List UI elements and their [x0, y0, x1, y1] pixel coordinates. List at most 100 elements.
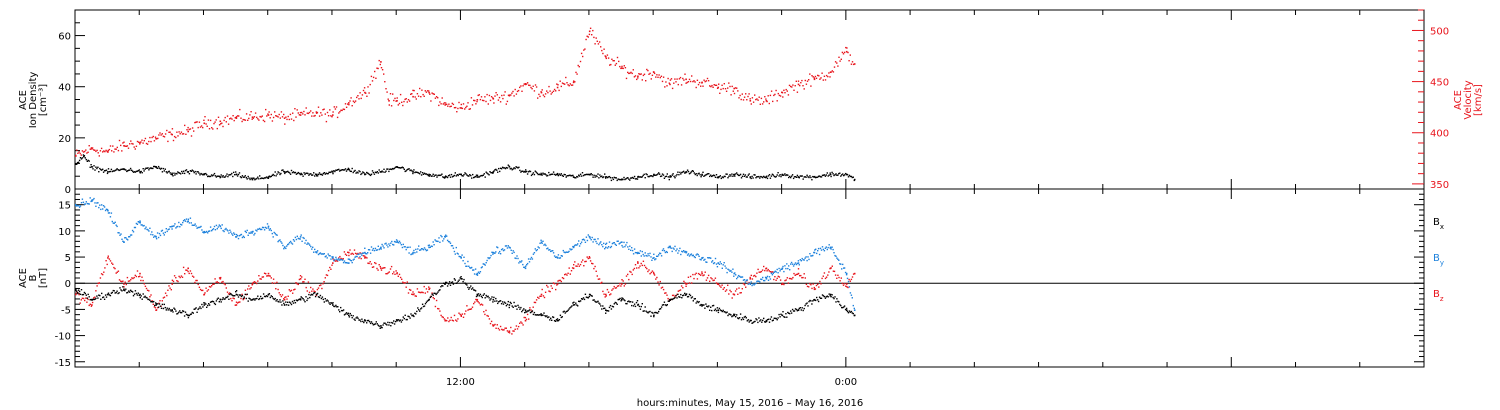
density-series-point — [793, 176, 796, 178]
bz-series-point — [592, 263, 594, 265]
density-series-point — [330, 171, 332, 173]
bz-series-point — [788, 277, 791, 280]
x-axis-title: hours:minutes, May 15, 2016 – May 16, 20… — [637, 398, 863, 409]
bz-series-point — [143, 283, 145, 285]
density-series-point — [243, 176, 245, 178]
bz-series-point — [275, 288, 277, 290]
velocity-series-point — [360, 97, 362, 100]
velocity-series-value-mark — [845, 50, 848, 53]
bx-series-point — [119, 287, 121, 289]
velocity-series-point — [839, 60, 841, 62]
bx-series-point — [561, 316, 563, 318]
by-series-point — [759, 281, 761, 283]
velocity-series-point — [403, 100, 405, 103]
velocity-series-point — [230, 117, 232, 119]
bz-series-point — [175, 277, 177, 279]
density-series-point — [506, 167, 509, 169]
by-series-point — [258, 228, 260, 230]
by-series-point — [817, 247, 820, 250]
density-series-point — [790, 176, 792, 179]
by-series-value-mark — [348, 262, 350, 264]
by-series-point — [524, 266, 526, 268]
bz-series-point — [109, 260, 112, 262]
bx-series-point — [443, 282, 445, 284]
bz-series-point — [834, 274, 837, 276]
bx-series-point — [520, 306, 522, 309]
bz-series-point — [79, 302, 81, 304]
velocity-series-point — [375, 77, 377, 79]
density-series-point — [140, 170, 142, 173]
bz-series-point — [118, 279, 121, 281]
by-series-value-mark — [845, 272, 848, 275]
velocity-series-point — [369, 83, 371, 86]
bx-series-point — [131, 291, 134, 293]
bx-series-value-mark — [637, 304, 639, 306]
density-series-point — [206, 174, 208, 176]
density-series-point — [129, 167, 132, 170]
by-series-point — [677, 252, 679, 254]
by-series-point — [611, 242, 614, 245]
by-series-point — [235, 233, 238, 236]
bx-series-point — [617, 298, 619, 301]
bx-series-point — [572, 302, 574, 304]
density-series-point — [493, 170, 495, 172]
bz-series-point — [512, 330, 514, 332]
density-series-point — [654, 174, 656, 176]
density-series-point — [593, 174, 595, 176]
density-series-point — [101, 169, 103, 171]
velocity-series-point — [266, 115, 268, 117]
density-series-point — [271, 174, 273, 177]
velocity-series-point — [82, 151, 85, 153]
bx-series-point — [445, 281, 447, 284]
bx-series-point — [634, 305, 637, 308]
bx-series-point — [625, 302, 627, 305]
density-series-point — [166, 172, 168, 174]
density-series-value-mark — [637, 176, 639, 178]
velocity-series-point — [380, 67, 383, 69]
by-series-point — [107, 212, 110, 214]
density-series-point — [495, 168, 497, 171]
by-series-point — [584, 241, 587, 243]
density-series-point — [332, 172, 334, 175]
bx-series-point — [693, 298, 695, 300]
bx-series-point — [784, 316, 786, 318]
density-series-point — [139, 172, 141, 174]
by-series-point — [103, 206, 106, 208]
bz-series-point — [253, 281, 256, 283]
density-series-point — [160, 167, 163, 170]
velocity-series-point — [350, 97, 352, 99]
by-series-point — [223, 230, 225, 233]
bz-series-point — [692, 273, 694, 276]
by-series-point — [710, 257, 712, 259]
bx-series-point — [234, 295, 236, 297]
velocity-series-point — [754, 94, 756, 96]
bz-series-point — [297, 283, 299, 286]
density-series-point — [448, 174, 451, 176]
bx-series-point — [438, 289, 440, 292]
velocity-series-point — [636, 78, 638, 81]
velocity-series-point — [790, 85, 792, 88]
bx-series-point — [124, 289, 126, 292]
density-series-point — [551, 173, 553, 175]
by-series-point — [263, 229, 266, 231]
bz-series-point — [795, 273, 797, 276]
bx-series-point — [259, 297, 261, 300]
by-series-point — [266, 223, 269, 225]
density-series-point — [574, 177, 576, 179]
bz-series-point — [194, 281, 196, 284]
by-series-point — [812, 254, 814, 257]
density-series-point — [229, 174, 231, 176]
bz-series-point — [301, 276, 303, 278]
bx-series-value-mark — [332, 304, 334, 306]
by-series-point — [641, 250, 643, 253]
by-series-value-mark — [107, 209, 109, 212]
by-series-point — [339, 259, 341, 261]
bz-series-point — [728, 293, 730, 295]
by-series-point — [530, 256, 533, 259]
by-series-point — [845, 274, 848, 276]
bz-series-point — [372, 266, 375, 268]
bx-series-point — [632, 305, 635, 307]
by-series-point — [293, 240, 296, 242]
density-series-point — [487, 173, 489, 175]
bx-series-point — [756, 319, 758, 321]
